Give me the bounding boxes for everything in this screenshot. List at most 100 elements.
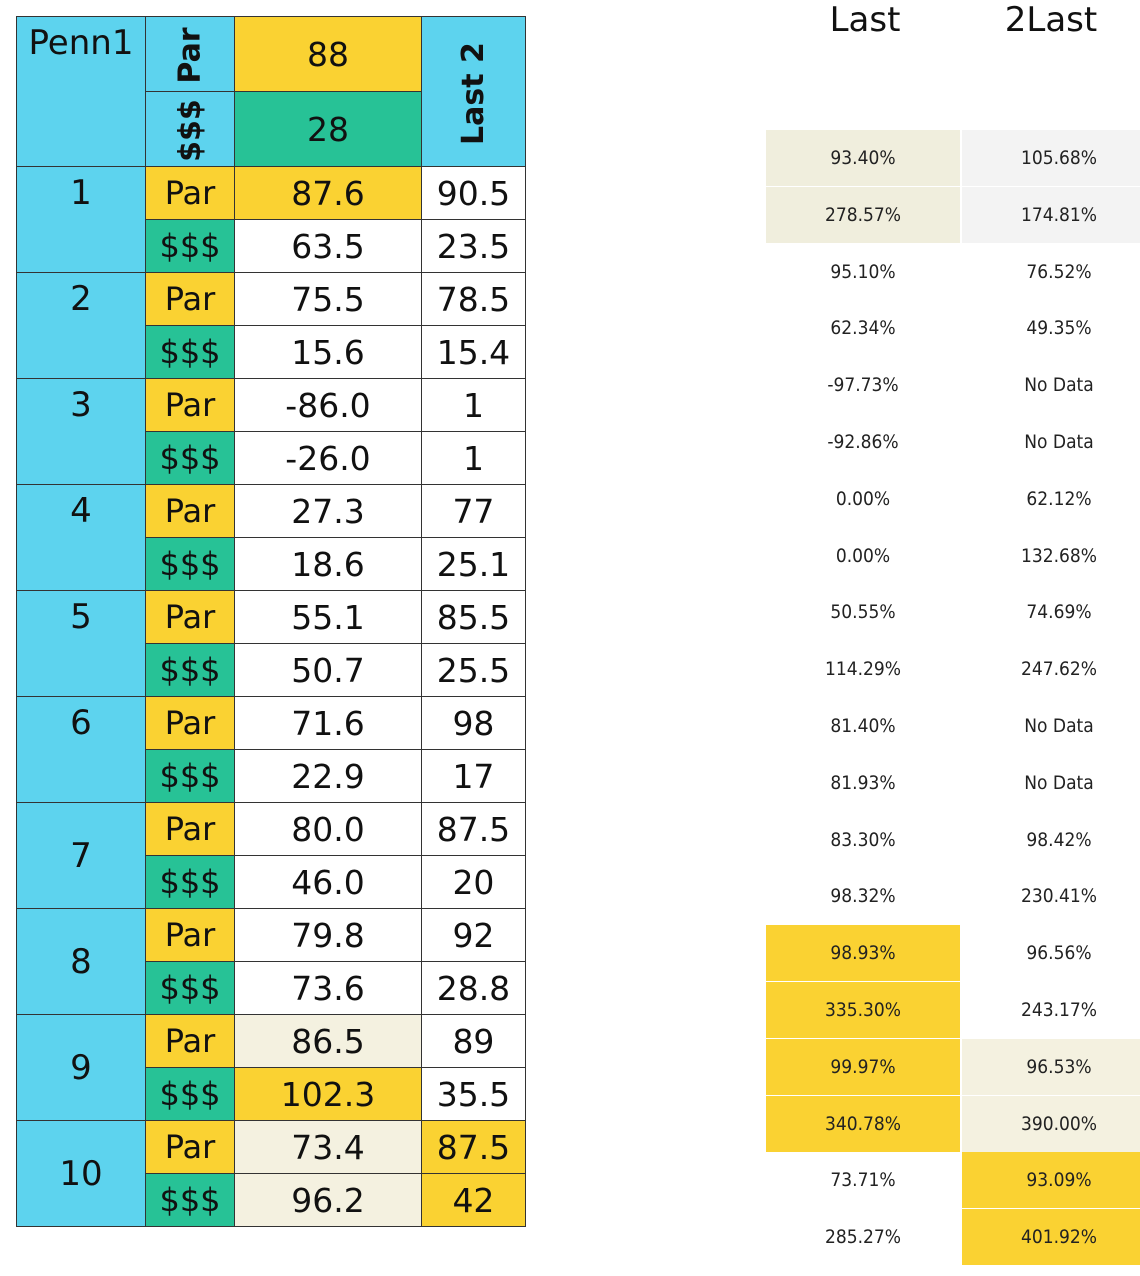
row-type-label: Par — [164, 598, 216, 636]
last-percent: 98.93% — [766, 925, 960, 982]
figure-value-cell: 80.0 — [234, 802, 422, 856]
race-number-cell: 4 — [16, 484, 146, 591]
figure-value: 71.6 — [291, 703, 365, 743]
race-number: 10 — [59, 1153, 103, 1194]
figure-value-cell: 63.5 — [234, 219, 422, 273]
last-value: 25.5 — [436, 650, 511, 690]
race-number: 4 — [70, 491, 92, 531]
race-number: 5 — [70, 597, 92, 637]
race-number-cell: 7 — [16, 802, 146, 909]
row-type-label: Par — [164, 704, 216, 742]
last-percent: 81.40% — [766, 698, 960, 754]
last2-percent: 93.09% — [962, 1152, 1140, 1209]
figure-value: 18.6 — [291, 544, 365, 584]
figure-value-cell: 86.5 — [234, 1014, 422, 1068]
race-row: 4 Par 27.3 77 — [16, 484, 526, 591]
last-value: 1 — [462, 385, 484, 425]
last-percent: 98.32% — [766, 868, 960, 925]
last-percent: -97.73% — [766, 357, 960, 414]
last-value: 90.5 — [436, 173, 511, 213]
figure-value: 87.6 — [291, 173, 365, 213]
race-row: 1 Par 87.6 90.5 — [16, 166, 526, 273]
last2-percent: 49.35% — [962, 300, 1140, 357]
figure-value: 15.6 — [291, 332, 365, 372]
last2-percent: 132.68% — [962, 527, 1140, 584]
race-row: $$$ 73.6 28.8 — [17, 961, 526, 1015]
row-type-label: Par — [164, 280, 216, 318]
money-header-label: $$$ — [172, 99, 208, 162]
race-row: 3 Par -86.0 1 — [16, 378, 526, 485]
last-value: 35.5 — [436, 1074, 511, 1114]
row-type-label-cell: $$$ — [145, 1067, 235, 1121]
race-number-cell: 2 — [16, 272, 146, 379]
figure-value: 73.6 — [291, 968, 365, 1008]
figure-value: 79.8 — [291, 915, 365, 955]
figure-value: 27.3 — [291, 491, 365, 531]
track-name-cell: Penn1 — [16, 16, 146, 167]
race-row: 6 Par 71.6 98 — [16, 696, 526, 803]
row-type-label-cell: Par — [145, 908, 235, 962]
figure-value: 73.4 — [291, 1127, 365, 1167]
last-percent: -92.86% — [766, 414, 960, 470]
last-value: 98 — [452, 703, 495, 743]
figure-value-cell: 22.9 — [234, 749, 422, 803]
figure-value: 86.5 — [291, 1021, 365, 1061]
row-type-label: Par — [164, 492, 216, 530]
row-type-label-cell: $$$ — [145, 325, 235, 379]
last2-percent: No Data — [962, 357, 1140, 414]
row-type-label: $$$ — [159, 863, 221, 901]
figure-value: 55.1 — [291, 597, 365, 637]
par-target-value: 88 — [307, 34, 349, 74]
last-percent: 95.10% — [766, 243, 960, 300]
last-value-cell: 42 — [421, 1173, 526, 1227]
last2-header-cell: Last 2 — [421, 16, 526, 167]
last-value-cell: 78.5 — [421, 272, 526, 326]
row-type-label-cell: Par — [145, 1014, 235, 1068]
race-number-cell: 5 — [16, 590, 146, 697]
row-type-label-cell: $$$ — [145, 1173, 235, 1227]
race-number-cell: 1 — [16, 166, 146, 273]
figure-value-cell: 87.6 — [234, 166, 422, 220]
last-percent: 81.93% — [766, 754, 960, 811]
last-value-cell: 87.5 — [421, 802, 526, 856]
last2-percent: 247.62% — [962, 641, 1140, 698]
race-row: $$$ 18.6 25.1 — [17, 537, 526, 591]
race-row: $$$ 96.2 42 — [17, 1173, 526, 1227]
figure-value: 75.5 — [291, 279, 365, 319]
figure-value-cell: 71.6 — [234, 696, 422, 750]
row-type-label-cell: $$$ — [145, 219, 235, 273]
row-type-label-cell: Par — [145, 484, 235, 538]
row-type-label-cell: $$$ — [145, 431, 235, 485]
row-type-label-cell: Par — [145, 696, 235, 750]
row-type-label-cell: Par — [145, 590, 235, 644]
2last-column-header: 2Last — [1004, 0, 1098, 40]
race-row: $$$ 22.9 17 — [17, 749, 526, 803]
last-value-cell: 98 — [421, 696, 526, 750]
race-row: $$$ 102.3 35.5 — [17, 1067, 526, 1121]
row-type-label: $$$ — [159, 651, 221, 689]
race-number-cell: 3 — [16, 378, 146, 485]
row-type-label: $$$ — [159, 227, 221, 265]
row-type-label: $$$ — [159, 969, 221, 1007]
last-percent: 285.27% — [766, 1209, 960, 1266]
last-value-cell: 20 — [421, 855, 526, 909]
figure-value: 96.2 — [291, 1180, 365, 1220]
race-number: 9 — [70, 1047, 92, 1088]
last-value: 23.5 — [436, 226, 511, 266]
figure-value-cell: 18.6 — [234, 537, 422, 591]
last2-percent: 62.12% — [962, 470, 1140, 527]
row-type-label: $$$ — [159, 757, 221, 795]
row-type-label-cell: Par — [145, 378, 235, 432]
race-number: 1 — [70, 173, 92, 213]
last-percent: 0.00% — [766, 527, 960, 584]
race-number: 6 — [70, 703, 92, 743]
last-value-cell: 77 — [421, 484, 526, 538]
row-type-label-cell: $$$ — [145, 855, 235, 909]
last-percent: 93.40% — [766, 130, 960, 186]
last-percent: 73.71% — [766, 1152, 960, 1209]
last2-percent: 230.41% — [962, 868, 1140, 925]
last-value-cell: 15.4 — [421, 325, 526, 379]
par-target-cell: 88 — [234, 16, 422, 92]
row-type-label-cell: $$$ — [145, 537, 235, 591]
row-type-label-cell: Par — [145, 802, 235, 856]
